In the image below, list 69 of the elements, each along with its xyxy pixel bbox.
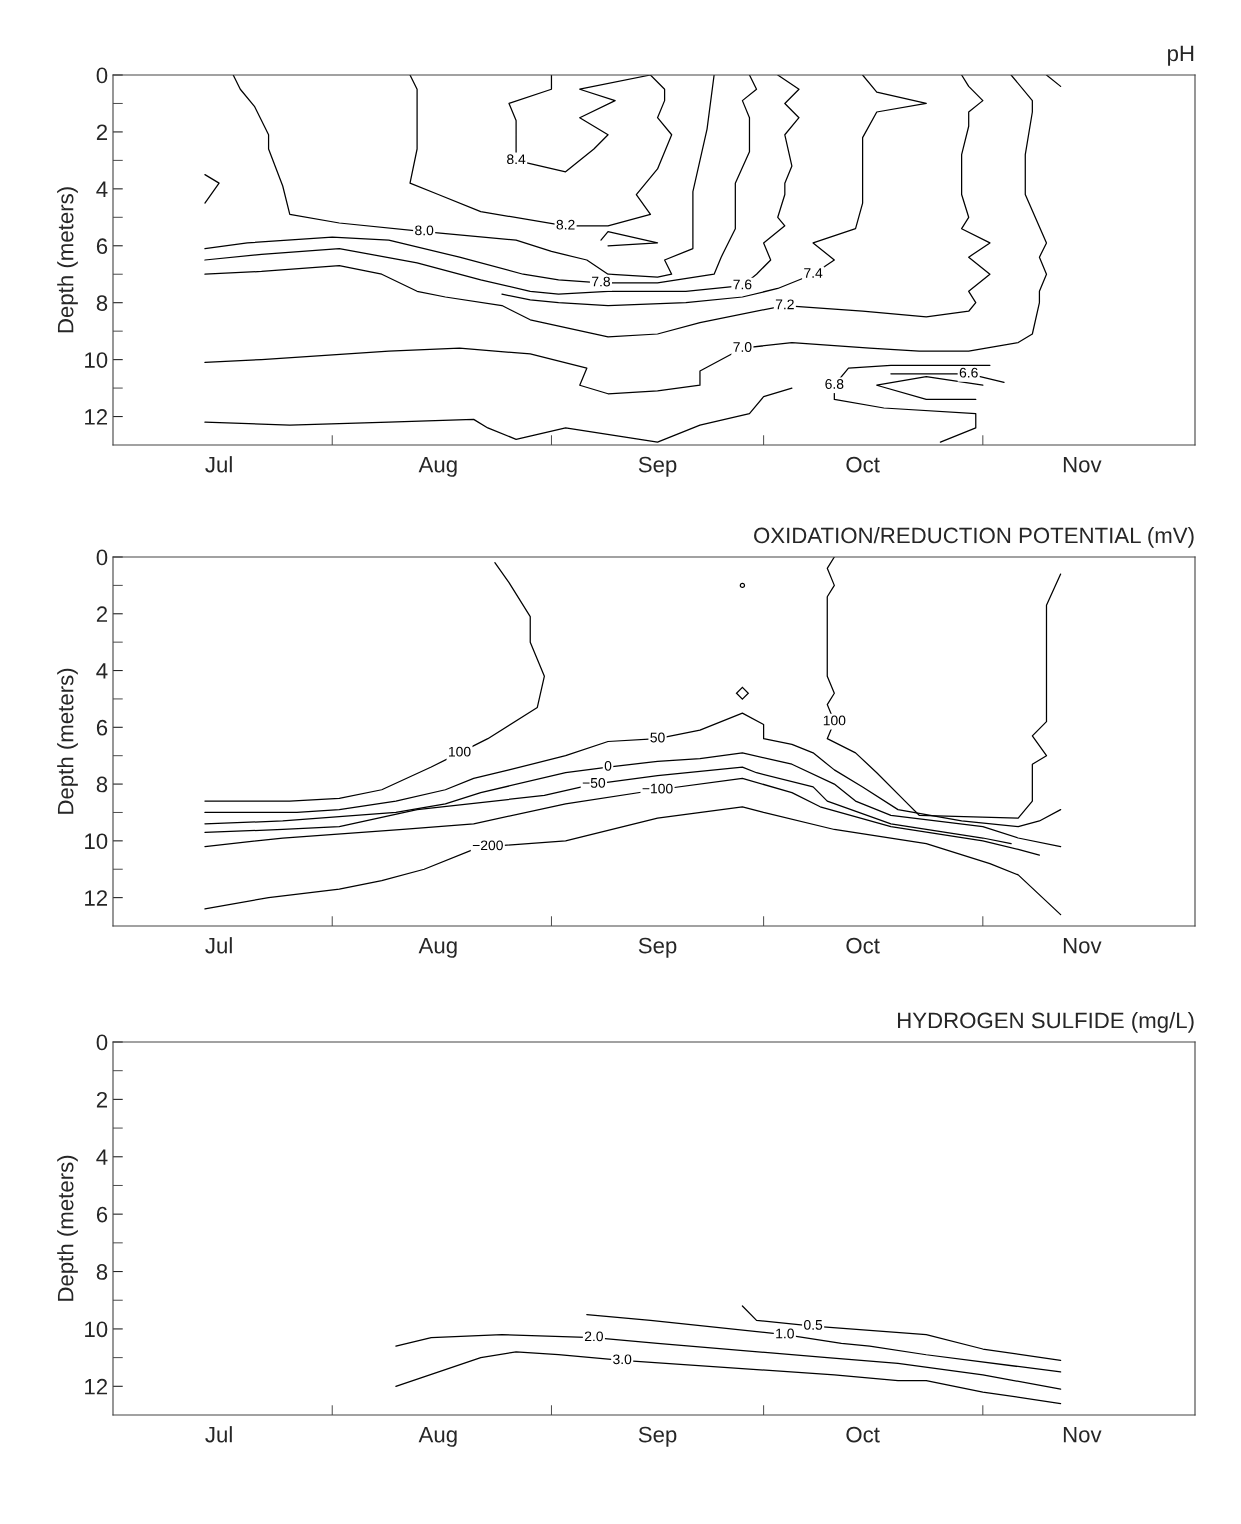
x-tick-label: Aug <box>418 937 457 958</box>
y-tick-label: 12 <box>85 409 108 425</box>
y-tick-label: 8 <box>96 776 108 793</box>
y-tick-label: 10 <box>85 833 108 850</box>
y-tick-label: 8 <box>96 1264 108 1280</box>
chart-title: HYDROGEN SULFIDE (mg/L) <box>898 1012 1194 1033</box>
series-label: 1.0 <box>776 1328 794 1339</box>
series-label: 6.6 <box>959 367 978 378</box>
y-tick-label: 0 <box>96 549 108 566</box>
series-label: 100 <box>823 715 846 726</box>
series-label: 0 <box>604 760 612 771</box>
line-series <box>204 806 1062 916</box>
x-tick-label: Jul <box>205 456 232 473</box>
series-label: 6.8 <box>825 379 844 389</box>
x-tick-label: Sep <box>638 456 677 477</box>
x-tick-label: Sep <box>638 1426 677 1447</box>
y-tick-label: 2 <box>96 606 108 622</box>
y-axis-title: Depth (meters) <box>57 668 78 814</box>
x-tick-label: Aug <box>418 456 457 477</box>
y-tick-label: 12 <box>85 1378 108 1395</box>
line-series <box>600 230 659 247</box>
line-series <box>204 75 1048 395</box>
series-label: 8.2 <box>556 219 575 230</box>
series-label: 8.0 <box>415 225 434 236</box>
series-label: 7.6 <box>733 279 752 290</box>
x-tick-label: Oct <box>846 1426 880 1443</box>
x-tick-label: Oct <box>846 937 880 954</box>
line-series <box>204 75 991 338</box>
series-label: 3.0 <box>613 1354 632 1365</box>
x-tick-label: Nov <box>1063 937 1102 954</box>
point <box>735 686 749 700</box>
x-tick-label: Nov <box>1063 456 1102 473</box>
y-tick-label: 4 <box>96 181 108 197</box>
y-tick-label: 6 <box>96 1206 108 1223</box>
series-label: 8.4 <box>507 154 526 165</box>
y-tick-label: 6 <box>96 719 108 736</box>
line-series <box>204 562 546 802</box>
series-label: 7.8 <box>592 276 611 287</box>
chart-title: OXIDATION/REDUCTION POTENTIAL (mV) <box>754 527 1194 548</box>
series-label: 7.2 <box>775 299 794 310</box>
y-tick-label: 10 <box>85 352 108 368</box>
x-tick-label: Oct <box>846 456 880 473</box>
y-tick-label: 4 <box>96 663 108 679</box>
y-tick-label: 10 <box>85 1321 108 1338</box>
y-tick-label: 6 <box>96 238 108 255</box>
line-series <box>395 1351 1062 1405</box>
line-series <box>741 1305 1062 1362</box>
y-tick-label: 0 <box>96 67 108 84</box>
y-tick-label: 0 <box>96 1034 108 1051</box>
x-tick-label: Jul <box>205 1426 232 1443</box>
line-series <box>586 1313 1062 1373</box>
series-label: 7.4 <box>804 268 823 278</box>
line-series <box>204 387 793 443</box>
y-tick-label: 8 <box>96 295 108 311</box>
series-label: 50 <box>650 732 665 743</box>
chart-title: pH <box>1168 45 1194 66</box>
series-label: 7.0 <box>733 342 752 352</box>
y-tick-label: 2 <box>96 1091 108 1108</box>
x-tick-label: Sep <box>638 937 677 958</box>
y-axis-title: Depth (meters) <box>57 1155 78 1301</box>
y-tick-label: 4 <box>96 1149 108 1165</box>
y-axis-title: Depth (meters) <box>57 187 78 333</box>
y-tick-label: 12 <box>85 890 108 906</box>
series-label: 2.0 <box>584 1331 603 1342</box>
x-tick-label: Nov <box>1063 1426 1102 1443</box>
x-tick-label: Aug <box>418 1426 457 1447</box>
x-tick-label: Jul <box>205 937 232 954</box>
point <box>739 582 746 589</box>
y-tick-label: 2 <box>96 124 108 140</box>
